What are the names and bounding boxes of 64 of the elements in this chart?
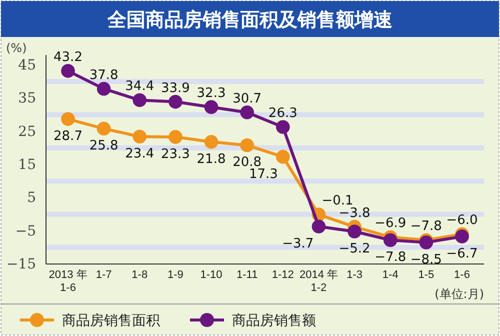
point <box>132 93 147 108</box>
x-tick-label: 2014 年 1-2 <box>299 269 338 294</box>
x-tick-label: 1-3 <box>346 269 362 281</box>
legend-label: 商品房销售面积 <box>62 313 160 329</box>
data-label: −5.2 <box>338 241 370 256</box>
text: (单位:月) <box>434 287 484 301</box>
point <box>132 130 147 144</box>
data-label: 32.3 <box>196 86 226 102</box>
x-tick-label: 1-6 <box>454 269 470 281</box>
point <box>276 120 290 134</box>
data-label: 30.7 <box>232 91 262 106</box>
x-tick-label: 1-8 <box>132 269 148 281</box>
data-label: 34.4 <box>125 79 154 94</box>
point <box>168 94 182 109</box>
point <box>276 150 290 164</box>
data-label: 23.3 <box>160 146 190 162</box>
x-tick-label: 1-12 <box>272 269 294 281</box>
point <box>419 236 434 250</box>
point <box>240 138 254 152</box>
x-tick-label: 1-10 <box>200 269 222 281</box>
y-tick-label: 35 <box>18 90 36 107</box>
point <box>204 100 218 114</box>
x-tick-label: 1-9 <box>168 269 184 281</box>
data-label: 25.8 <box>89 138 118 154</box>
y-tick-label: 45 <box>18 57 36 74</box>
point <box>96 82 111 96</box>
data-label: 43.2 <box>54 50 82 65</box>
data-label: −8.5 <box>410 252 442 268</box>
x-tick-label: 1-11 <box>236 269 258 281</box>
data-label: −7.8 <box>374 250 406 266</box>
data-label: −6.7 <box>446 246 478 262</box>
x-tick-label: 1-7 <box>96 269 112 281</box>
legend-label: 商品房销售额 <box>232 313 316 329</box>
point <box>61 64 75 78</box>
data-label: 37.8 <box>89 68 118 83</box>
point <box>383 233 398 248</box>
point <box>348 224 362 238</box>
point <box>96 122 111 136</box>
point <box>455 230 469 244</box>
data-label: −7.8 <box>410 219 442 234</box>
data-label: 17.3 <box>248 166 278 182</box>
y-tick-label: 15 <box>18 156 36 173</box>
point <box>61 112 75 126</box>
data-label: 33.9 <box>160 80 190 96</box>
data-label: 21.8 <box>196 152 226 167</box>
y-axis-title: (%) <box>6 41 27 55</box>
data-label: 26.3 <box>268 106 298 121</box>
data-label: −6.0 <box>446 213 478 228</box>
x-tick-label: 1-5 <box>418 269 434 281</box>
data-label: 23.4 <box>125 146 154 162</box>
x-tick-label: 1-4 <box>382 269 398 281</box>
data-label: −3.7 <box>282 236 314 252</box>
y-tick-label: −15 <box>6 256 36 272</box>
y-tick-label: −5 <box>15 223 36 240</box>
point <box>168 130 182 144</box>
chart-title: 全国商品房销售面积及销售额增速 <box>106 9 392 31</box>
x-tick-label: 2013 年 1-6 <box>48 269 88 294</box>
point <box>204 135 218 149</box>
point <box>312 220 326 234</box>
data-label: 28.7 <box>54 129 82 144</box>
y-tick-label: 25 <box>18 124 36 140</box>
data-label: −6.9 <box>374 216 406 232</box>
point <box>240 105 254 120</box>
y-tick-label: 5 <box>27 190 36 206</box>
